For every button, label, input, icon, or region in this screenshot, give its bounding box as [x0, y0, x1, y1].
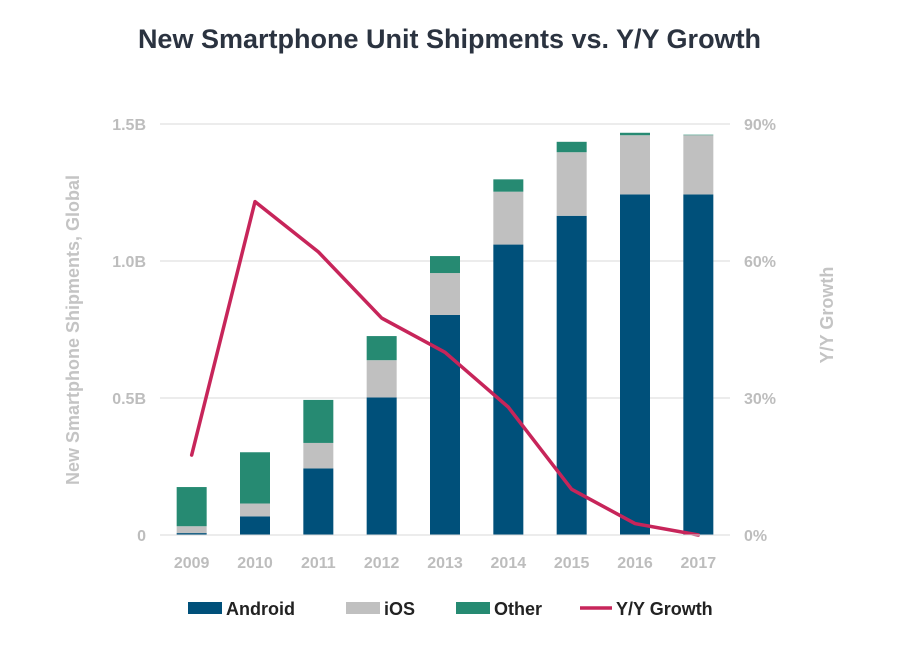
bar-other [303, 399, 334, 443]
x-tick-label: 2014 [491, 555, 527, 572]
bar-other [620, 132, 650, 136]
legend-swatch-android [188, 602, 222, 614]
legend-label-ios: iOS [384, 599, 415, 619]
bar-ios [176, 526, 207, 534]
bar-other [683, 134, 714, 136]
x-tick-label: 2017 [681, 555, 717, 572]
bar-android [366, 397, 397, 535]
legend-swatch-ios [346, 602, 380, 614]
y2-tick-label: 90% [744, 117, 776, 134]
bar-android [176, 533, 207, 535]
bar-android [303, 468, 334, 535]
bar-ios [366, 360, 397, 398]
legend-item-y-y-growth: Y/Y Growth [580, 599, 713, 619]
x-tick-label: 2015 [554, 555, 590, 572]
bar-ios [556, 152, 587, 216]
x-tick-label: 2016 [617, 555, 653, 572]
right-axis: 0% 30% 60% 90% [744, 117, 776, 545]
x-tick-label: 2013 [427, 555, 463, 572]
bar-ios [303, 442, 334, 469]
y2-tick-label: 60% [744, 254, 776, 271]
bar-android [493, 244, 524, 535]
bar-ios [493, 191, 524, 245]
chart-title: New Smartphone Unit Shipments vs. Y/Y Gr… [137, 24, 762, 54]
x-tick-label: 2012 [364, 555, 400, 572]
legend-label-other: Other [494, 599, 542, 619]
x-tick-label: 2011 [301, 555, 336, 572]
legend-item-other: Other [456, 599, 542, 619]
y2-tick-label: 0% [744, 528, 767, 545]
bar-other [240, 452, 270, 504]
legend-swatch-other [456, 602, 490, 614]
x-tick-label: 2009 [174, 555, 210, 572]
legend: Android iOS Other Y/Y Growth [188, 599, 713, 619]
bar-android [556, 215, 587, 536]
bar-other [176, 487, 207, 527]
y-tick-label: 0 [137, 528, 146, 545]
legend-label-y-y-growth: Y/Y Growth [616, 599, 713, 619]
y-axis-title: New Smartphone Shipments, Global [63, 175, 83, 485]
left-axis: 0 0.5B 1.0B 1.5B [112, 117, 146, 545]
bar-ios [240, 503, 270, 517]
bar-other [430, 256, 460, 274]
bar-ios [430, 273, 460, 315]
x-tick-label: 2010 [237, 555, 273, 572]
legend-label-android: Android [226, 599, 295, 619]
bar-ios [620, 135, 650, 195]
bar-other [556, 141, 587, 153]
bar-group [176, 132, 714, 536]
legend-item-ios: iOS [346, 599, 415, 619]
y2-axis-title: Y/Y Growth [817, 267, 837, 364]
y-tick-label: 0.5B [112, 391, 146, 408]
bar-android [620, 194, 650, 535]
y2-tick-label: 30% [744, 391, 776, 408]
bar-android [683, 194, 714, 535]
bar-other [366, 336, 397, 361]
bar-other [493, 179, 524, 192]
x-axis: 2009 2010 2011 2012 2013 2014 2015 2016 2017 [160, 534, 730, 572]
y-tick-label: 1.0B [112, 254, 146, 271]
bar-android [240, 516, 270, 535]
legend-item-android: Android [188, 599, 295, 619]
y-tick-label: 1.5B [112, 117, 146, 134]
bar-ios [683, 135, 714, 195]
